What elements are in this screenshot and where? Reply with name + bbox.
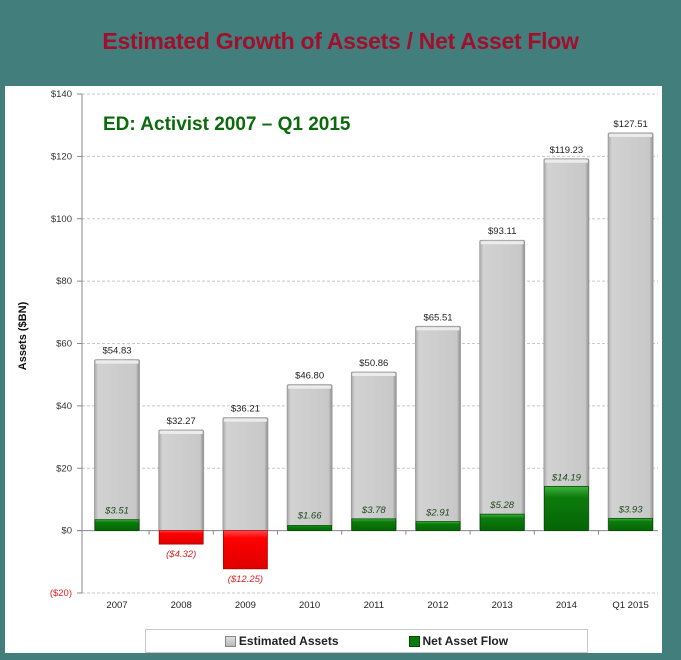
net-asset-flow-bar: [415, 521, 461, 532]
net-asset-flow-bar: [351, 518, 397, 532]
y-tick-label: $120: [51, 151, 72, 162]
gray-square-icon: [224, 635, 236, 647]
net-asset-flow-bar: [94, 519, 140, 532]
x-tick-label: 2012: [427, 600, 448, 611]
bar-bevel: [352, 373, 396, 377]
net-asset-flow-bar: [608, 517, 653, 532]
flow-data-label: $3.93: [618, 504, 643, 515]
bar-bevel: [544, 159, 588, 163]
estimated-assets-bar: [286, 384, 333, 532]
y-axis-label: Assets ($BN): [17, 301, 29, 371]
bar-bevel: [416, 327, 460, 331]
chart-subtitle: ED: Activist 2007 – Q1 2015: [103, 114, 351, 135]
flow-data-label: $1.66: [297, 511, 322, 522]
x-tick-label: 2013: [492, 600, 513, 611]
x-tick-label: 2014: [556, 600, 577, 611]
flow-data-label: $14.19: [551, 472, 582, 483]
flow-data-label: $3.78: [361, 505, 386, 516]
net-asset-flow-bar: [544, 485, 589, 532]
y-tick-label: $140: [51, 89, 72, 100]
bar-bevel: [159, 430, 203, 434]
bar-bevel: [480, 241, 524, 245]
estimated-assets-bar: [607, 132, 654, 532]
estimated-assets-bar: [222, 417, 269, 532]
flow-data-label: ($12.25): [228, 574, 263, 585]
asset-data-label: $65.51: [423, 312, 452, 323]
chart-legend: Estimated Assets Net Asset Flow: [145, 629, 588, 653]
asset-data-label: $127.51: [613, 119, 647, 130]
y-tick-label: $0: [61, 526, 72, 537]
x-tick-label: 2010: [299, 600, 320, 611]
x-tick-label: Q1 2015: [612, 600, 648, 611]
asset-data-label: $54.83: [102, 346, 131, 357]
y-tick-label: ($20): [50, 588, 72, 599]
flow-data-label: $5.28: [489, 500, 514, 511]
legend-label: Estimated Assets: [238, 634, 339, 648]
flow-data-label: $2.91: [425, 508, 450, 519]
y-tick-label: $80: [56, 276, 72, 287]
y-tick-label: $20: [56, 463, 72, 474]
net-asset-flow-bar: [479, 513, 525, 532]
asset-data-label: $119.23: [550, 145, 584, 156]
flow-data-label: ($4.32): [166, 549, 196, 560]
estimated-assets-bar: [158, 429, 205, 532]
asset-data-label: $46.80: [295, 371, 324, 382]
bar-bevel: [223, 418, 267, 422]
flow-data-label: $3.51: [104, 506, 129, 517]
estimated-assets-bar: [479, 239, 526, 532]
x-tick-label: 2007: [106, 600, 127, 611]
bar-bevel: [288, 385, 332, 389]
legend-item-net-asset-flow: Net Asset Flow: [408, 634, 509, 648]
bar-bevel: [609, 133, 653, 137]
net-asset-flow-bar: [222, 530, 268, 570]
y-tick-label: $40: [56, 401, 72, 412]
bar-bevel: [95, 360, 139, 364]
x-tick-label: 2011: [364, 600, 384, 611]
x-tick-label: 2009: [235, 600, 256, 611]
legend-item-estimated-assets: Estimated Assets: [224, 634, 339, 648]
legend-label: Net Asset Flow: [422, 634, 509, 648]
y-tick-label: $60: [56, 339, 72, 350]
net-asset-flow-bar: [287, 525, 333, 532]
y-tick-label: $100: [51, 214, 72, 225]
green-square-icon: [408, 635, 420, 647]
net-asset-flow-bar: [158, 530, 204, 545]
asset-data-label: $32.27: [167, 416, 196, 427]
asset-data-label: $50.86: [359, 358, 388, 369]
asset-data-label: $93.11: [488, 226, 516, 237]
x-tick-label: 2008: [171, 600, 192, 611]
estimated-assets-bar: [415, 325, 461, 532]
page-title: Estimated Growth of Assets / Net Asset F…: [102, 28, 579, 54]
asset-data-label: $36.21: [231, 404, 260, 415]
